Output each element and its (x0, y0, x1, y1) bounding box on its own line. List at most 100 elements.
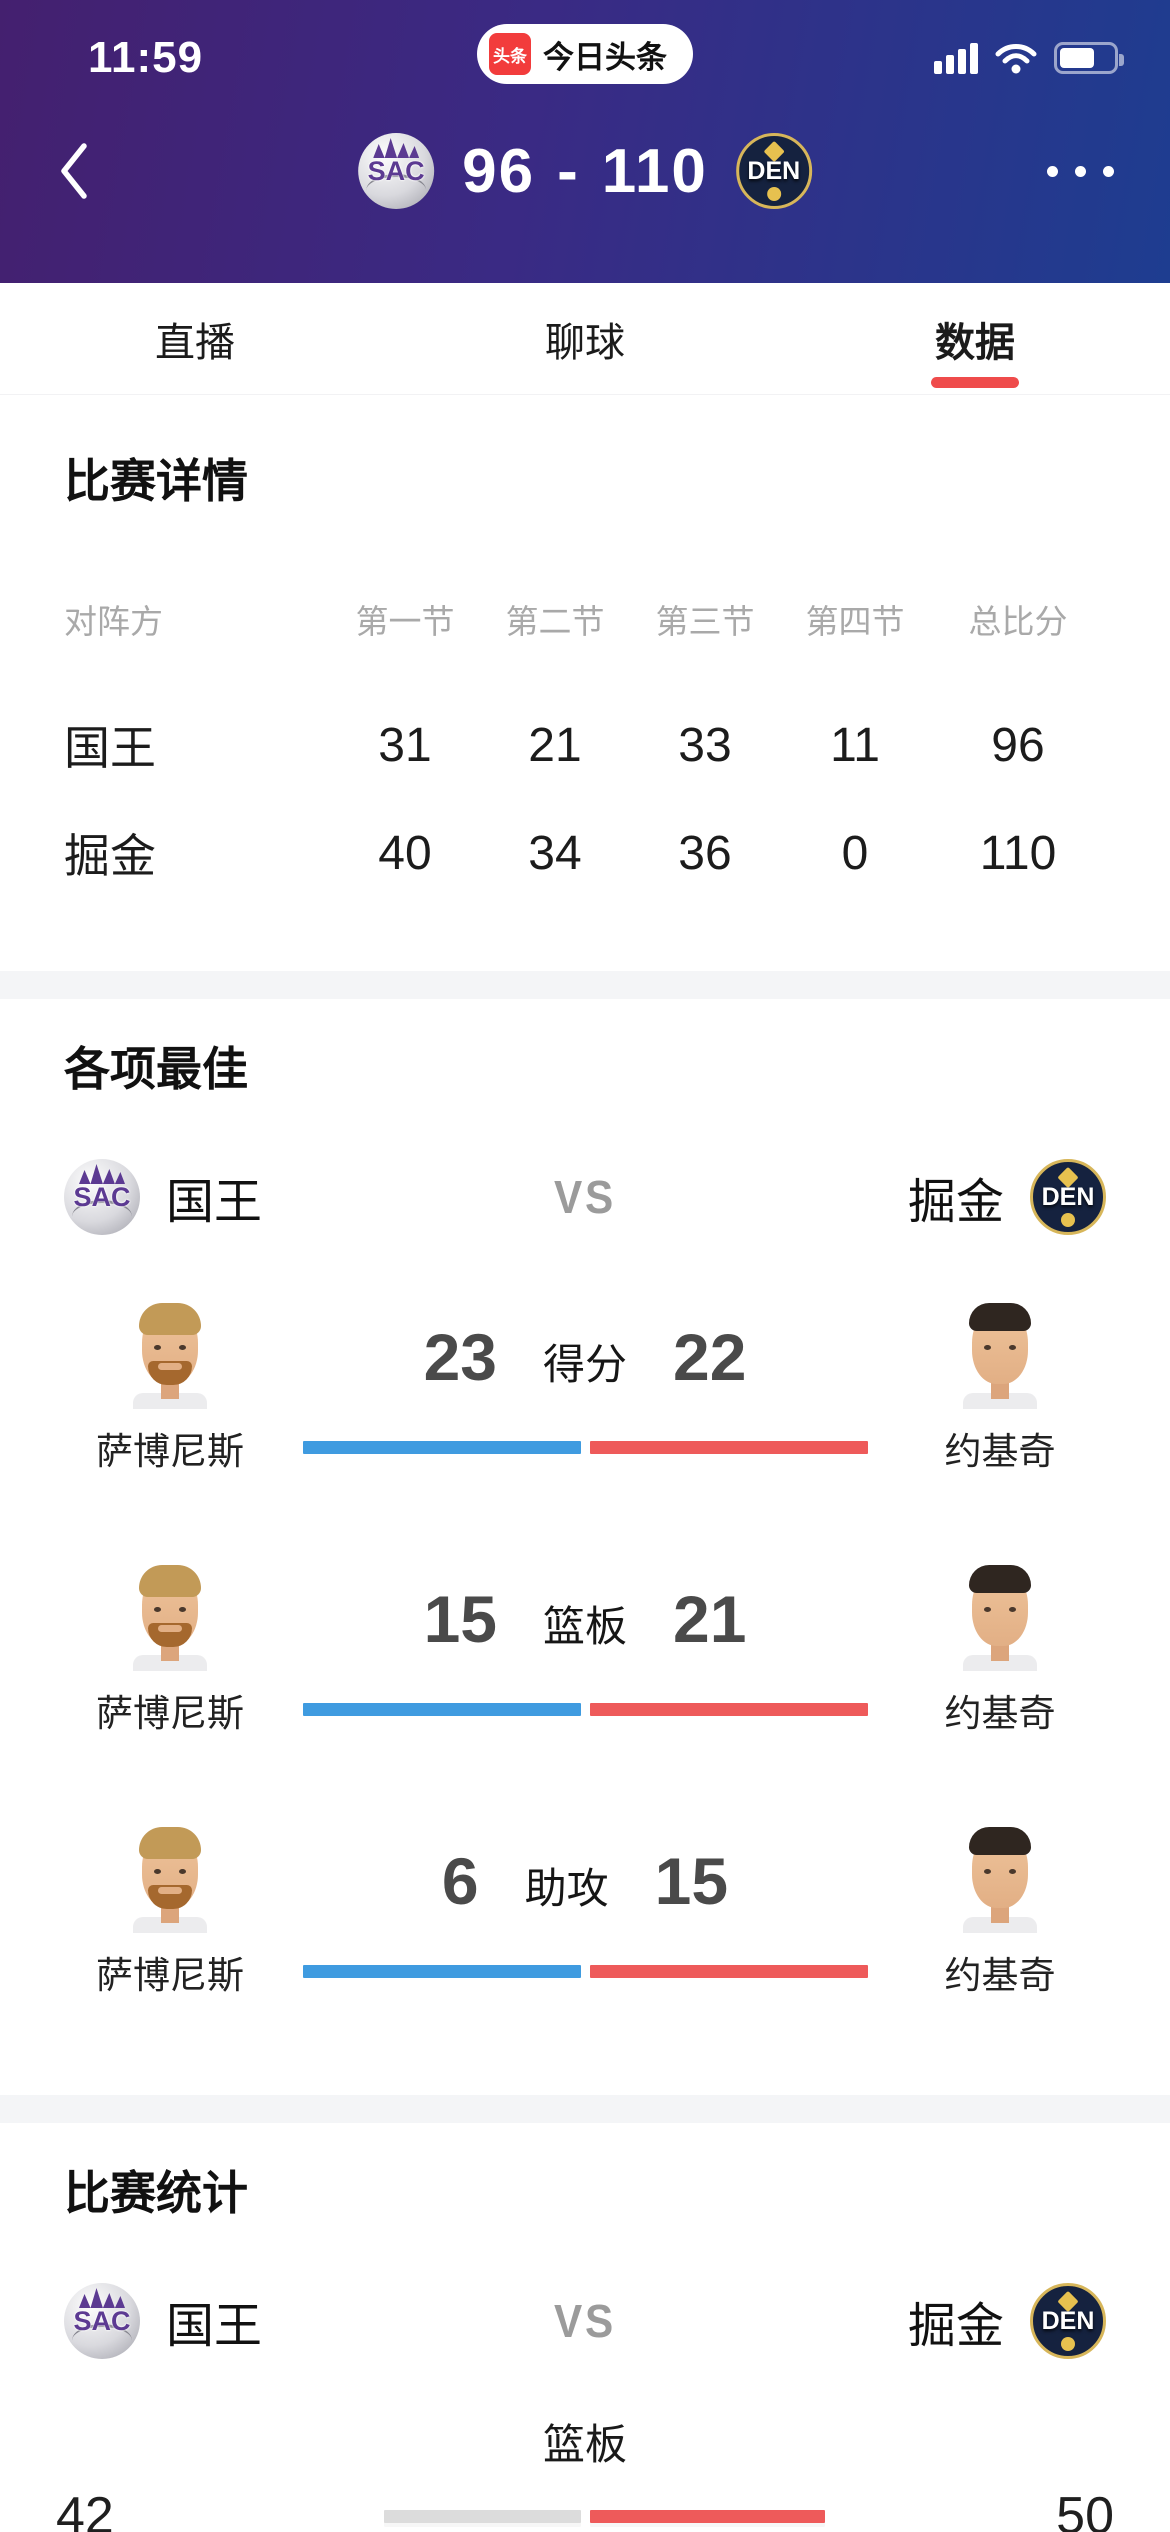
stat-label: 篮板 (542, 2421, 627, 2468)
stat-label: 助攻 (524, 1864, 609, 1912)
stat-label: 得分 (542, 1340, 627, 1388)
sac-team-logo-icon: SAC (358, 133, 435, 209)
chevron-left-icon (61, 143, 87, 199)
den-team-logo-icon: DEN (735, 133, 812, 209)
status-bar: 11:59 头条 今日头条 (0, 0, 1170, 96)
cellular-signal-icon (934, 42, 978, 74)
sac-team-logo-icon: SAC (64, 1159, 140, 1235)
right-team-name: 掘金 (907, 1176, 1004, 1229)
right-team: 掘金 DEN (908, 1159, 1106, 1235)
right-value: 50 (1056, 2487, 1114, 2532)
col-q1: 第一节 (355, 603, 455, 640)
left-value: 23 (423, 1320, 497, 1394)
player-photo-sabonis (132, 1303, 208, 1409)
den-bar (589, 1703, 868, 1716)
toutiao-logo-icon: 头条 (489, 33, 531, 75)
player-name: 约基奇 (944, 1431, 1056, 1472)
col-total: 总比分 (968, 603, 1068, 640)
table-row-nuggets: 掘金 40 34 36 0 110 (64, 799, 1106, 907)
left-player: 萨博尼斯 (64, 1827, 276, 1999)
stat-bars (346, 2509, 825, 2523)
section-title: 各项最佳 (64, 1043, 248, 1095)
col-q2: 第二节 (505, 603, 605, 640)
sac-abbr: SAC (73, 1181, 131, 1212)
q3-score: 36 (678, 826, 732, 880)
match-nav: SAC 96 - 110 DEN (0, 96, 1170, 246)
app-badge[interactable]: 头条 今日头条 (477, 24, 693, 84)
den-bar (589, 1441, 868, 1454)
right-value: 22 (673, 1320, 747, 1394)
col-team: 对阵方 (64, 603, 163, 640)
teamstat-rebounds: 篮板 42 50 (56, 2411, 1114, 2532)
vs-label: VS (554, 2295, 616, 2347)
sac-abbr: SAC (367, 155, 425, 186)
vs-label: VS (554, 1171, 616, 1223)
tab-live-label: 直播 (155, 320, 235, 365)
stat-bars (302, 1965, 868, 1978)
stat-compare: 15 篮板 21 (294, 1565, 876, 1737)
player-name: 萨博尼斯 (96, 1955, 244, 1996)
q1-score: 40 (378, 826, 432, 880)
den-team-logo-icon: DEN (1030, 1159, 1106, 1235)
stat-bars (302, 1441, 868, 1454)
den-bar (589, 1965, 868, 1978)
tab-live[interactable]: 直播 (0, 283, 390, 394)
player-name: 约基奇 (944, 1955, 1056, 1996)
tab-data-label: 数据 (935, 320, 1015, 365)
den-team-logo-icon: DEN (1030, 2283, 1106, 2359)
tab-chat[interactable]: 聊球 (390, 283, 780, 394)
status-icons (934, 41, 1124, 75)
best-row-assists: 萨博尼斯 6 助攻 15 约基奇 (64, 1785, 1106, 2047)
status-time: 11:59 (88, 33, 204, 82)
more-button[interactable] (1047, 165, 1114, 177)
player-photo-sabonis (132, 1827, 208, 1933)
total-score: 110 (979, 826, 1057, 880)
den-abbr: DEN (1041, 1182, 1095, 1211)
home-score: 110 (601, 136, 708, 206)
back-button[interactable] (56, 136, 116, 206)
tab-chat-label: 聊球 (545, 320, 625, 365)
player-photo-jokic (962, 1565, 1038, 1671)
best-row-points: 萨博尼斯 23 得分 22 约基奇 (64, 1261, 1106, 1523)
section-match-details: 比赛详情 对阵方 第一节 第二节 第三节 第四节 总比分 国王 31 21 33… (0, 395, 1170, 971)
sac-bar (302, 1441, 581, 1454)
battery-icon (1054, 42, 1124, 74)
right-value: 21 (673, 1582, 747, 1656)
player-photo-jokic (962, 1827, 1038, 1933)
q4-score: 11 (830, 718, 880, 772)
table-header-row: 对阵方 第一节 第二节 第三节 第四节 总比分 (64, 595, 1106, 643)
q3-score: 33 (678, 718, 732, 772)
player-name: 萨博尼斯 (96, 1431, 244, 1472)
player-name: 萨博尼斯 (96, 1693, 244, 1734)
scoreboard: SAC 96 - 110 DEN (358, 133, 812, 209)
section-divider (0, 2095, 1170, 2123)
col-q3: 第三节 (655, 603, 755, 640)
right-player: 约基奇 (894, 1303, 1106, 1475)
section-title: 比赛详情 (64, 455, 248, 507)
total-score: 96 (991, 718, 1045, 772)
right-player: 约基奇 (894, 1827, 1106, 1999)
away-score: 96 (462, 136, 536, 206)
player-photo-jokic (962, 1303, 1038, 1409)
match-header: 11:59 头条 今日头条 SAC (0, 0, 1170, 283)
section-title: 比赛统计 (64, 2167, 248, 2219)
left-team: SAC 国王 (64, 1159, 262, 1235)
section-best-players: 各项最佳 SAC 国王 VS 掘金 DEN 萨博尼斯 23 得分 22 (0, 999, 1170, 2095)
left-team: SAC 国王 (64, 2283, 262, 2359)
den-bar (589, 2509, 825, 2523)
team-name: 国王 (64, 722, 156, 774)
q2-score: 34 (528, 826, 582, 880)
left-player: 萨博尼斯 (64, 1565, 276, 1737)
sac-team-logo-icon: SAC (64, 2283, 140, 2359)
left-value: 6 (441, 1844, 479, 1918)
player-name: 约基奇 (944, 1693, 1056, 1734)
tab-data[interactable]: 数据 (780, 283, 1170, 394)
app-badge-label: 今日头条 (543, 39, 667, 75)
left-value: 15 (423, 1582, 497, 1656)
sac-bar (302, 1965, 581, 1978)
right-team: 掘金 DEN (908, 2283, 1106, 2359)
stat-compare: 23 得分 22 (294, 1303, 876, 1475)
sac-bar (383, 2509, 581, 2523)
den-abbr: DEN (1041, 2306, 1095, 2335)
stat-label: 篮板 (542, 1602, 627, 1650)
